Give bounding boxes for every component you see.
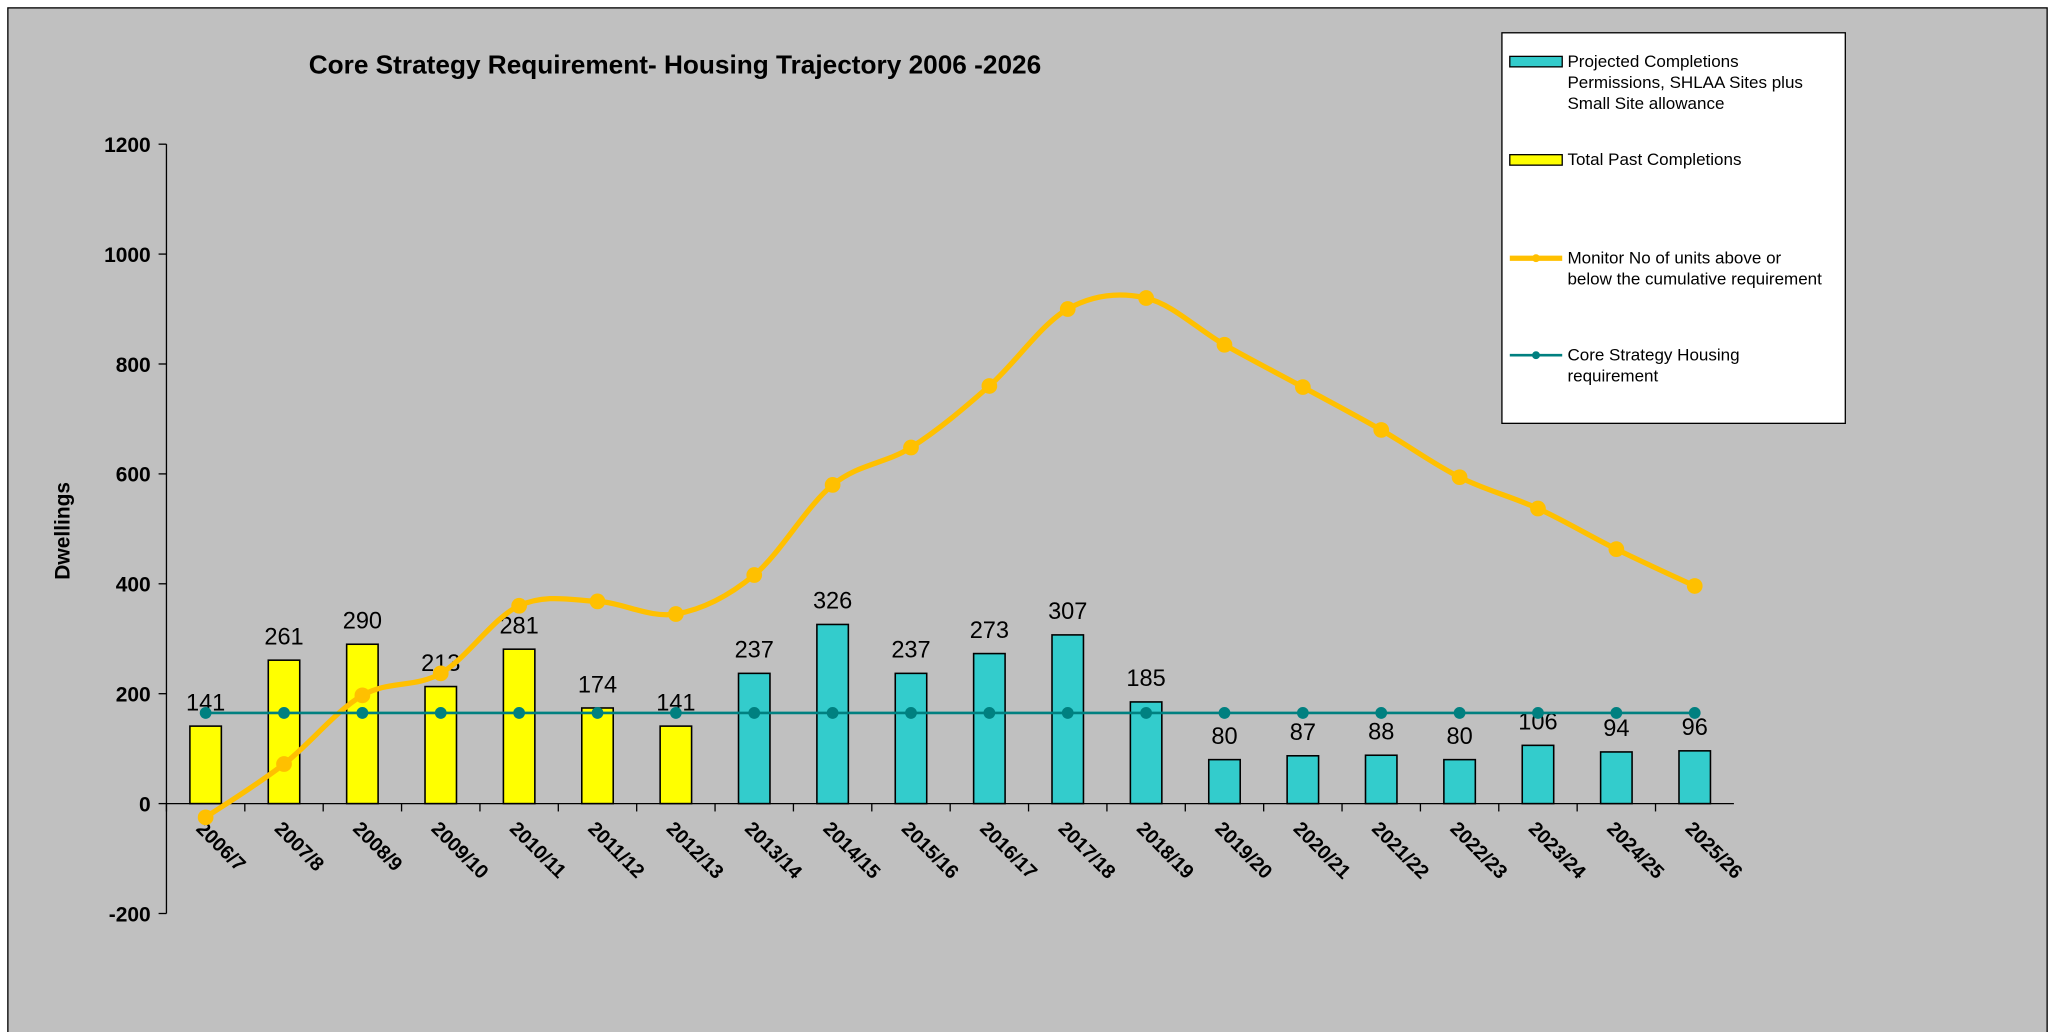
- marker: [1532, 707, 1544, 719]
- bar: [1207, 758, 1241, 805]
- marker: [434, 707, 447, 719]
- bar: [972, 652, 1006, 805]
- data-label: 307: [1048, 598, 1087, 624]
- marker: [1373, 422, 1390, 438]
- data-label: 87: [1290, 719, 1316, 745]
- marker: [1140, 707, 1153, 719]
- marker: [278, 707, 290, 719]
- legend-marker: [1532, 351, 1540, 360]
- marker: [1453, 707, 1466, 719]
- marker: [276, 756, 292, 772]
- y-tick-label: 1200: [104, 134, 151, 157]
- marker: [513, 707, 526, 719]
- marker: [511, 597, 527, 614]
- marker: [983, 707, 996, 719]
- data-label: 80: [1211, 723, 1237, 749]
- data-label: 94: [1603, 715, 1629, 741]
- marker: [669, 707, 682, 719]
- marker: [197, 809, 214, 826]
- marker: [1059, 301, 1076, 317]
- marker: [1296, 707, 1309, 719]
- legend-swatch: [1509, 55, 1563, 68]
- bar: [1678, 750, 1712, 805]
- marker: [199, 707, 212, 719]
- marker: [905, 707, 917, 719]
- marker: [354, 687, 371, 704]
- data-label: 80: [1446, 723, 1472, 749]
- bar: [1521, 744, 1555, 805]
- bar: [737, 672, 771, 805]
- y-tick-label: 200: [116, 684, 151, 707]
- legend-swatch: [1509, 154, 1563, 166]
- marker: [589, 593, 606, 610]
- marker: [1608, 541, 1625, 558]
- data-label: 185: [1126, 665, 1165, 691]
- bar: [894, 672, 928, 805]
- marker: [1218, 707, 1231, 719]
- marker: [1610, 707, 1623, 719]
- marker: [981, 378, 998, 394]
- marker: [1688, 707, 1701, 719]
- data-label: 261: [264, 623, 303, 649]
- marker: [746, 567, 763, 583]
- bar: [502, 648, 536, 805]
- y-tick-label: 400: [116, 574, 151, 597]
- marker: [356, 707, 369, 719]
- bar: [1599, 751, 1633, 805]
- y-tick-label: 800: [116, 354, 151, 377]
- bar: [1051, 634, 1085, 805]
- bar: [1129, 701, 1163, 805]
- marker: [1138, 290, 1154, 306]
- data-label: 88: [1368, 719, 1394, 745]
- bar: [1443, 758, 1477, 805]
- marker: [824, 477, 841, 493]
- bar: [659, 725, 693, 805]
- marker: [432, 665, 449, 682]
- y-axis-label: Dwellings: [51, 482, 74, 580]
- marker: [826, 707, 839, 719]
- marker: [1375, 707, 1388, 719]
- marker: [748, 707, 761, 719]
- bar: [189, 725, 223, 805]
- bar: [1286, 755, 1320, 805]
- bar: [424, 685, 458, 805]
- y-tick-label: 0: [139, 793, 151, 816]
- chart-title: Core Strategy Requirement- Housing Traje…: [309, 49, 1042, 79]
- bar: [345, 643, 379, 805]
- bar: [580, 707, 615, 805]
- marker: [1061, 707, 1074, 719]
- y-tick-label: -200: [109, 903, 151, 926]
- data-label: 273: [970, 617, 1009, 643]
- legend-label: Core Strategy Housing requirement: [1567, 345, 1739, 385]
- marker: [1686, 578, 1703, 594]
- legend-label: Total Past Completions: [1567, 150, 1741, 169]
- marker: [1294, 379, 1311, 395]
- data-label: 174: [578, 671, 617, 697]
- y-tick-label: 600: [116, 464, 151, 487]
- y-tick-label: 1000: [104, 244, 151, 267]
- marker: [1451, 469, 1468, 486]
- bar: [1364, 754, 1398, 805]
- marker: [1216, 336, 1233, 353]
- marker: [1530, 500, 1546, 517]
- marker: [668, 606, 684, 622]
- legend-label: Monitor No of units above or below the cu…: [1567, 248, 1822, 288]
- data-label: 237: [735, 637, 774, 663]
- marker: [591, 707, 604, 719]
- bar: [267, 659, 301, 805]
- marker: [903, 439, 919, 456]
- legend-marker: [1532, 254, 1540, 263]
- legend-label: Projected Completions Permissions, SHLAA …: [1567, 52, 1802, 113]
- data-label: 237: [891, 637, 930, 663]
- legend: [1501, 32, 1846, 424]
- data-label: 326: [813, 588, 852, 614]
- data-label: 290: [343, 608, 382, 634]
